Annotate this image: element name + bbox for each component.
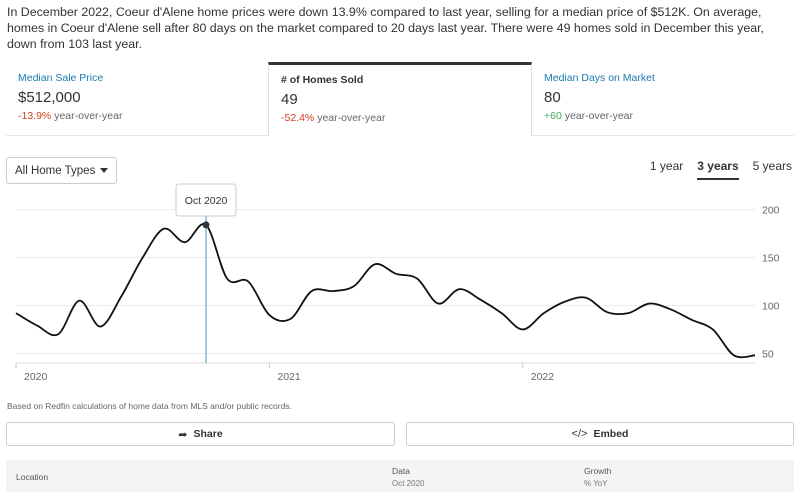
grid-lines	[16, 209, 755, 364]
change-suffix: year-over-year	[561, 110, 634, 122]
change-suffix: year-over-year	[314, 112, 386, 124]
stat-change: -52.4% year-over-year	[281, 112, 519, 124]
highlight-point	[202, 221, 210, 229]
x-tick-label: 2021	[277, 371, 301, 383]
column-data-sub: Oct 2020	[392, 479, 425, 488]
change-value: +60	[544, 110, 562, 122]
stat-tab-homes-sold[interactable]: # of Homes Sold 49 -52.4% year-over-year	[268, 62, 532, 136]
embed-label: Embed	[593, 428, 629, 440]
stat-label: Median Days on Market	[544, 72, 655, 84]
stat-tab-days-on-market[interactable]: Median Days on Market 80 +60 year-over-y…	[532, 62, 794, 136]
home-type-dropdown[interactable]: All Home Types	[6, 157, 117, 184]
column-growth-sub: % YoY	[584, 479, 608, 488]
share-icon: ➦	[178, 428, 188, 441]
column-location: Location	[16, 472, 49, 482]
dropdown-label: All Home Types	[15, 164, 96, 177]
range-3-years[interactable]: 3 years	[697, 158, 739, 180]
y-tick-label: 200	[762, 205, 780, 217]
data-points	[202, 221, 210, 229]
stat-label: Median Sale Price	[18, 72, 104, 84]
change-suffix: year-over-year	[51, 110, 123, 122]
source-note: Based on Redfin calculations of home dat…	[7, 401, 292, 411]
stat-label: # of Homes Sold	[281, 74, 364, 86]
tooltip-box	[175, 183, 237, 217]
column-growth-label: Growth	[584, 466, 612, 476]
time-range-selector: 1 year 3 years 5 years	[650, 158, 792, 180]
share-label: Share	[193, 428, 223, 440]
homes-sold-chart[interactable]: 2020 2021 2022 50 100 150 200 Oct 2020	[0, 180, 800, 390]
data-table-header: Location Data Oct 2020 Growth % YoY	[6, 460, 794, 492]
stat-value: 80	[544, 89, 561, 106]
code-icon: </>	[571, 428, 588, 440]
change-value: -52.4%	[281, 112, 315, 124]
y-axis-ticks: 50 100 150 200	[762, 205, 780, 361]
y-tick-label: 50	[762, 348, 774, 360]
stat-value: 49	[281, 91, 298, 108]
stats-tabs: Median Sale Price $512,000 -13.9% year-o…	[6, 62, 794, 136]
x-tick-label: 2020	[24, 371, 48, 383]
stat-value: $512,000	[18, 89, 81, 106]
y-tick-label: 100	[762, 300, 780, 312]
y-tick-label: 150	[762, 253, 780, 265]
chevron-down-icon	[100, 168, 108, 173]
market-summary-text: In December 2022, Coeur d'Alene home pri…	[7, 5, 764, 51]
stat-change: -13.9% year-over-year	[18, 110, 256, 122]
range-1-year[interactable]: 1 year	[649, 159, 684, 173]
stat-change: +60 year-over-year	[544, 110, 782, 122]
x-tick-label: 2022	[531, 371, 555, 383]
range-5-years[interactable]: 5 years	[752, 159, 792, 173]
x-axis-ticks: 2020 2021 2022	[15, 363, 555, 383]
column-data-label: Data	[392, 466, 410, 476]
tooltip-label: Oct 2020	[185, 195, 228, 207]
embed-button[interactable]: </> Embed	[406, 422, 794, 446]
share-button[interactable]: ➦ Share	[6, 422, 395, 446]
column-growth: Growth % YoY	[584, 466, 611, 488]
stat-tab-median-sale-price[interactable]: Median Sale Price $512,000 -13.9% year-o…	[6, 62, 268, 136]
chart-tooltip: Oct 2020	[175, 183, 237, 217]
change-value: -13.9%	[18, 110, 52, 122]
column-data: Data Oct 2020	[392, 466, 424, 488]
series-line	[15, 223, 756, 359]
